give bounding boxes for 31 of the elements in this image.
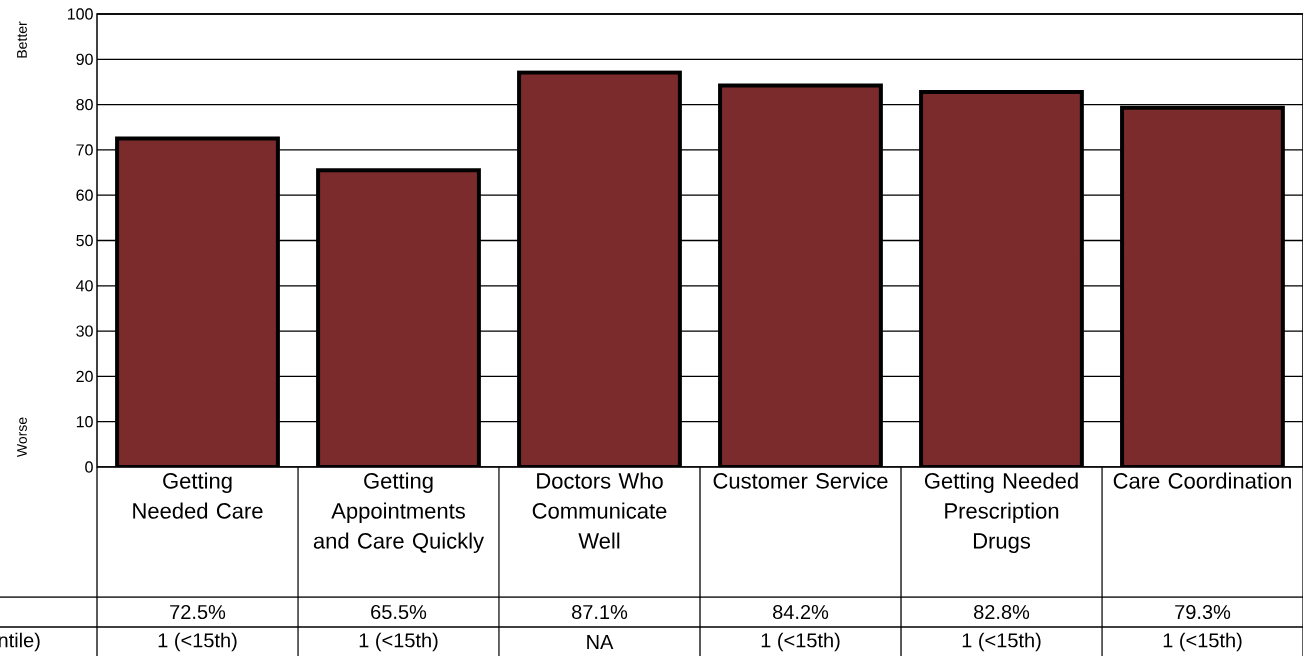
y-tick-label: 70 <box>76 144 93 156</box>
text: 1 (<15th) <box>1163 632 1242 652</box>
text: Better <box>17 21 27 58</box>
y-tick-label: 100 <box>68 8 93 20</box>
data-label: 72.5% <box>170 604 226 620</box>
y-tick-label: 90 <box>76 53 93 65</box>
x-tick-label: Getting Needed Prescription Drugs <box>924 472 1078 554</box>
y-tick-label: 60 <box>76 189 93 201</box>
x-tick-label: Getting Appointments and Care Quickly <box>313 472 485 554</box>
data-label: 84.2% <box>773 604 829 620</box>
text: NA <box>587 635 614 649</box>
y-tick-label: 80 <box>76 98 93 111</box>
x-tick-label: Customer Service <box>713 472 888 489</box>
text: 1 (<15th) <box>962 632 1041 652</box>
y-tick-label: 30 <box>76 325 93 337</box>
y-tick-label: 20 <box>76 370 93 383</box>
text: Worse <box>17 417 27 458</box>
x-tick-label: Doctors Who Communicate Well <box>532 472 667 549</box>
data-label: 79.3% <box>1175 604 1231 620</box>
data-label: 82.8% <box>974 604 1030 620</box>
data-label: 65.5% <box>371 604 427 620</box>
y-tick-label: 50 <box>76 234 93 247</box>
y-tick-label: 40 <box>76 280 93 292</box>
text: 1 (<15th) <box>761 632 840 652</box>
x-tick-label: Care Coordination <box>1113 472 1291 489</box>
y-tick-label: 10 <box>76 416 93 428</box>
x-tick-label: Getting Needed Care <box>133 472 263 519</box>
y-tick-label: 0 <box>85 461 93 473</box>
text: 1 (<15th) <box>359 632 438 652</box>
text: 1 (<15th) <box>158 632 237 652</box>
data-label: 87.1% <box>572 604 628 620</box>
